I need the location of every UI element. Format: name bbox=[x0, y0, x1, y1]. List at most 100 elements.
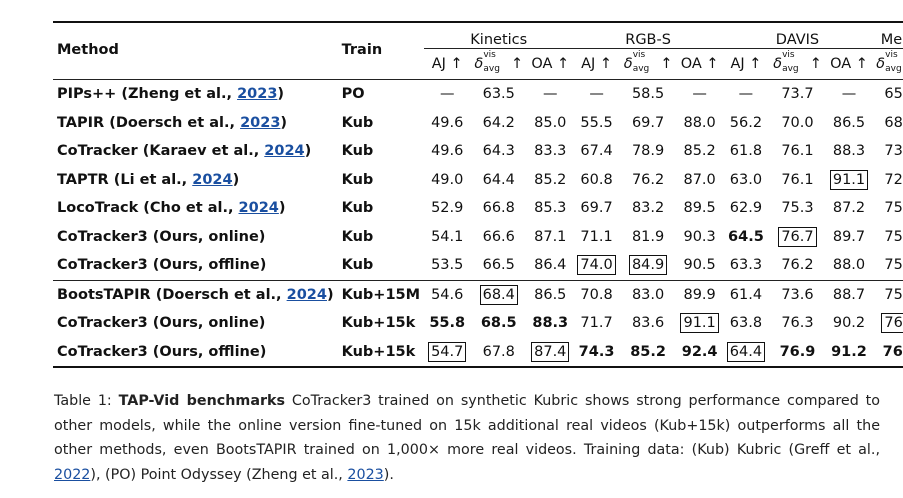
citation-link[interactable]: 2023 bbox=[240, 114, 281, 131]
metric-aj: AJ ↑ bbox=[730, 56, 762, 72]
highlight-box: 54.7 bbox=[428, 341, 467, 362]
metric-value: 75.1 bbox=[884, 200, 903, 217]
train-header: Train bbox=[341, 41, 383, 58]
metric-value: 55.5 bbox=[580, 114, 613, 131]
metric-oa: OA ↑ bbox=[531, 56, 570, 72]
metric-value: 75.9 bbox=[884, 257, 903, 274]
metric-value: — bbox=[722, 79, 770, 109]
metric-aj: AJ ↑ bbox=[581, 56, 613, 72]
metric-value: 85.2 bbox=[619, 337, 677, 368]
metric-value: 73.1 bbox=[884, 143, 903, 160]
metric-value: 88.0 bbox=[832, 257, 866, 274]
train-data: Kub bbox=[341, 200, 374, 217]
table-row: CoTracker3 (Ours, offline) Kub 53.5 66.5 86.… bbox=[53, 251, 903, 280]
table-row: TAPIR (Doersch et al., 2023) Kub 49.6 64.2 8… bbox=[53, 109, 903, 138]
citation-link[interactable]: 2023 bbox=[237, 86, 278, 103]
citation-link[interactable]: 2023 bbox=[347, 466, 384, 483]
method-name: CoTracker3 (Ours, offline) bbox=[53, 337, 338, 368]
metric-value: 68.5 bbox=[480, 315, 517, 332]
metric-value: 68.4 bbox=[470, 279, 528, 309]
metric-value: 67.4 bbox=[580, 143, 613, 160]
metric-value: 54.7 bbox=[424, 337, 471, 368]
table-caption: Table 1: TAP-Vid benchmarks CoTracker3 t… bbox=[54, 393, 880, 483]
metric-value: 84.9 bbox=[620, 251, 677, 280]
method-name: BootsTAPIR (Doersch et al., 2024) bbox=[53, 279, 338, 309]
citation-link[interactable]: 2024 bbox=[264, 143, 305, 160]
citation-link[interactable]: 2024 bbox=[192, 171, 233, 188]
metric-value: 70.0 bbox=[781, 114, 814, 131]
metric-value: 85.3 bbox=[534, 200, 567, 217]
metric-value: 89.7 bbox=[832, 228, 866, 245]
metric-value: 88.3 bbox=[532, 315, 569, 332]
metric-value: 88.3 bbox=[832, 143, 866, 160]
metric-value: 54.6 bbox=[424, 279, 471, 309]
metric-value: 63.3 bbox=[729, 257, 763, 274]
metric-value: 87.4 bbox=[527, 337, 574, 368]
group-davis: DAVIS bbox=[722, 21, 873, 49]
metric-value: 68.0 bbox=[884, 114, 903, 131]
metric-value: 64.4 bbox=[482, 171, 515, 188]
metric-value: 74.3 bbox=[573, 337, 620, 368]
metric-header-row: Method Train AJ ↑ δ vis avg ↑ OA ↑ AJ ↑ δ vis av… bbox=[53, 42, 903, 80]
train-data: Kub bbox=[341, 257, 374, 274]
table-row: LocoTrack (Cho et al., 2024) Kub 52.9 66.8 8… bbox=[53, 194, 903, 223]
metric-value: 90.5 bbox=[683, 257, 716, 274]
table-row: TAPTR (Li et al., 2024) Kub 49.0 64.4 85.2 60… bbox=[53, 166, 903, 195]
metric-value: 76.1 bbox=[781, 143, 814, 160]
table-row: CoTracker (Karaev et al., 2024) Kub 49.6 64… bbox=[53, 137, 903, 166]
metric-value: 54.1 bbox=[431, 228, 464, 245]
metric-aj: AJ ↑ bbox=[431, 56, 463, 72]
highlight-box: 76.7 bbox=[778, 226, 817, 247]
metric-value: 86.4 bbox=[534, 257, 567, 274]
metric-value: 71.1 bbox=[580, 228, 613, 245]
metric-value: 64.3 bbox=[482, 143, 515, 160]
metric-value: 63.8 bbox=[729, 315, 763, 332]
group-kinetics: Kinetics bbox=[424, 21, 574, 49]
metric-value: 64.4 bbox=[722, 337, 770, 368]
metric-value: 69.7 bbox=[631, 114, 665, 131]
delta-symbol: δ vis avg bbox=[474, 50, 500, 74]
metric-value: 67.8 bbox=[470, 337, 528, 368]
highlight-box: 64.4 bbox=[726, 341, 766, 362]
metric-value: — bbox=[424, 79, 471, 109]
metric-value: 69.7 bbox=[580, 200, 613, 217]
metric-value: 63.5 bbox=[470, 79, 528, 109]
metric-value: 91.1 bbox=[826, 166, 872, 195]
metric-value: 86.5 bbox=[527, 279, 574, 309]
metric-value: 63.0 bbox=[729, 171, 763, 188]
metric-value: 58.5 bbox=[619, 79, 677, 109]
train-data: Kub bbox=[341, 143, 374, 160]
citation-link[interactable]: 2022 bbox=[54, 466, 91, 483]
metric-value: 85.2 bbox=[534, 171, 567, 188]
metric-value: 76.2 bbox=[631, 171, 665, 188]
metric-value: — bbox=[676, 79, 723, 109]
citation-link[interactable]: 2024 bbox=[286, 286, 327, 303]
metric-value: 75.1 bbox=[884, 228, 903, 245]
method-name: CoTracker (Karaev et al., 2024) bbox=[57, 143, 312, 160]
metric-value: 73.6 bbox=[769, 279, 826, 309]
metric-value: 85.0 bbox=[534, 114, 567, 131]
metric-value: 76.3 bbox=[781, 315, 814, 332]
group-mean: Mean bbox=[872, 21, 903, 49]
highlight-box: 76.1 bbox=[881, 313, 903, 334]
metric-value: 71.7 bbox=[580, 315, 613, 332]
metric-value: — bbox=[573, 79, 620, 109]
metric-value: 81.9 bbox=[631, 228, 665, 245]
table-row: CoTracker3 (Ours, online) Kub+15k 55.8 68.5… bbox=[53, 309, 903, 338]
citation-link[interactable]: 2024 bbox=[238, 200, 279, 217]
metric-value: 89.9 bbox=[676, 279, 723, 309]
metric-value: 76.1 bbox=[781, 171, 814, 188]
metric-value: 87.0 bbox=[683, 171, 716, 188]
metric-oa: OA ↑ bbox=[680, 56, 719, 72]
method-name: TAPIR (Doersch et al., 2023) bbox=[57, 114, 288, 131]
metric-value: 90.2 bbox=[832, 315, 866, 332]
metric-value: 76.2 bbox=[781, 257, 814, 274]
metric-value: 87.2 bbox=[832, 200, 866, 217]
metric-value: 70.8 bbox=[573, 279, 620, 309]
metric-value: 66.5 bbox=[482, 257, 515, 274]
train-data: Kub bbox=[341, 171, 374, 188]
metric-value: 66.6 bbox=[482, 228, 515, 245]
metric-value: 76.1 bbox=[872, 309, 903, 338]
metric-value: 61.4 bbox=[722, 279, 770, 309]
method-name: CoTracker3 (Ours, online) bbox=[57, 228, 266, 245]
